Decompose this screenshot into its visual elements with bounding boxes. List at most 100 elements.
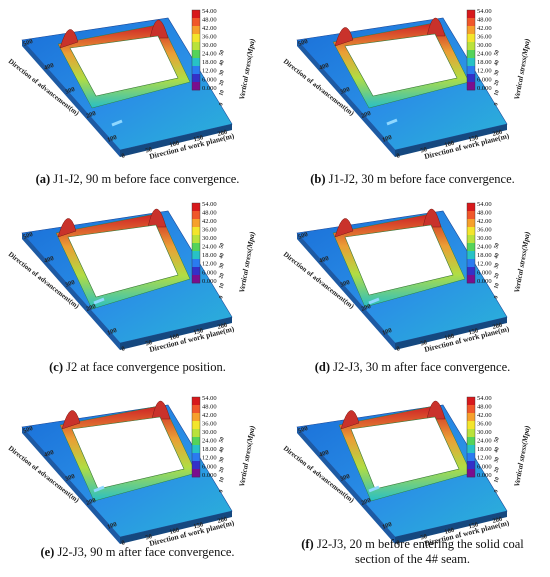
z-tick-label: 40 xyxy=(218,59,226,66)
x-tick-label: 200 xyxy=(492,516,503,525)
y-tick-label: 400 xyxy=(43,449,55,459)
colorbar-swatch xyxy=(467,405,475,414)
x-tick-label: 100 xyxy=(169,333,180,342)
stress-peak xyxy=(59,29,79,49)
floor-front-face xyxy=(120,124,232,157)
roadway-feature xyxy=(368,485,380,493)
stress-peak xyxy=(334,218,354,238)
y-tick-label: 300 xyxy=(64,86,76,96)
colorbar-swatch xyxy=(192,469,200,478)
y-tick-label: 500 xyxy=(22,38,34,48)
stress-peak xyxy=(426,400,446,420)
caption-letter: (e) xyxy=(40,545,55,559)
colorbar-swatch xyxy=(192,251,200,260)
z-tick-label: 20 xyxy=(493,272,501,279)
stress-plot-c: 0 50 100 150 200 100 200 300 400 500 Direction of … xyxy=(0,193,275,353)
x-tick-label: 100 xyxy=(444,140,455,149)
colorbar-level-label: 0.000 xyxy=(202,472,217,479)
colorbar-level-label: 0.000 xyxy=(477,472,492,479)
colorbar-swatch xyxy=(467,235,475,244)
caption-text: J1-J2, 90 m before face convergence. xyxy=(53,172,240,186)
z-tick-label: 40 xyxy=(493,252,501,259)
colorbar-level-label: 18.00 xyxy=(477,59,492,66)
caption-letter: (b) xyxy=(310,172,326,186)
colorbar-frame xyxy=(466,9,476,91)
z-tick-label: 20 xyxy=(218,466,226,473)
colorbar-level-label: 30.00 xyxy=(477,235,492,242)
floor-left-face xyxy=(297,40,395,157)
z-tick-label: 10 xyxy=(493,282,501,289)
colorbar-level-label: 12.00 xyxy=(202,455,217,462)
goaf-opening xyxy=(67,224,179,298)
colorbar-swatch xyxy=(192,397,200,406)
z-tick-label: 50 xyxy=(218,49,226,56)
z-tick-label: 30 xyxy=(493,456,501,463)
z-tick-label: 20 xyxy=(218,79,226,86)
colorbar-level-label: 36.00 xyxy=(202,34,217,41)
colorbar-swatch xyxy=(467,259,475,268)
colorbar-swatch xyxy=(467,461,475,470)
z-tick-label: 0 xyxy=(493,295,500,300)
colorbar-swatch xyxy=(192,437,200,446)
colorbar-level-label: 42.00 xyxy=(202,218,217,225)
colorbar-title: Vertical stress(Mpa) xyxy=(512,424,532,487)
colorbar-swatch xyxy=(192,405,200,414)
y-tick-label: 400 xyxy=(318,62,330,72)
colorbar-title: Vertical stress(Mpa) xyxy=(237,424,257,487)
colorbar-level-label: 54.00 xyxy=(477,201,492,208)
goaf-opening xyxy=(350,416,460,490)
y-tick-label: 300 xyxy=(339,86,351,96)
colorbar-swatch xyxy=(467,227,475,236)
colorbar-swatch xyxy=(192,203,200,212)
colorbar-level-label: 30.00 xyxy=(202,429,217,436)
colorbar-level-label: 42.00 xyxy=(477,218,492,225)
caption-letter: (d) xyxy=(314,360,331,374)
colorbar-level-label: 18.00 xyxy=(477,446,492,453)
colorbar-level-label: 42.00 xyxy=(477,412,492,419)
stress-plot-a: 0 50 100 150 200 100 200 300 400 500 Direction of … xyxy=(0,0,275,160)
colorbar-swatch xyxy=(467,219,475,228)
roadway-feature xyxy=(368,297,380,305)
colorbar-level-label: 24.00 xyxy=(477,438,492,445)
z-tick-label: 40 xyxy=(493,59,501,66)
colorbar-title: Vertical stress(Mpa) xyxy=(512,230,532,293)
colorbar-swatch xyxy=(192,26,200,35)
colorbar-swatch xyxy=(467,42,475,51)
colorbar-frame xyxy=(466,202,476,284)
colorbar-level-label: 48.00 xyxy=(477,210,492,217)
x-tick-label: 50 xyxy=(145,339,153,347)
colorbar-swatch xyxy=(192,267,200,276)
colorbar-swatch xyxy=(192,453,200,462)
stress-peak xyxy=(149,19,169,39)
y-tick-label: 300 xyxy=(64,279,76,289)
z-tick-label: 50 xyxy=(218,436,226,443)
colorbar-swatch xyxy=(192,259,200,268)
z-tick-label: 0 xyxy=(493,489,500,494)
y-tick-label: 100 xyxy=(106,134,118,144)
x-tick-label: 150 xyxy=(193,134,204,143)
y-tick-label: 400 xyxy=(43,62,55,72)
z-tick-label: 50 xyxy=(493,436,501,443)
colorbar-level-label: 54.00 xyxy=(202,201,217,208)
y-tick-label: 200 xyxy=(360,110,372,120)
colorbar-level-label: 30.00 xyxy=(477,42,492,49)
colorbar-level-label: 6.000 xyxy=(202,269,217,276)
colorbar-level-label: 6.000 xyxy=(202,76,217,83)
goaf-opening xyxy=(344,224,454,296)
y-tick-label: 100 xyxy=(381,327,393,337)
colorbar-level-label: 42.00 xyxy=(202,25,217,32)
z-tick-label: 0 xyxy=(218,102,225,107)
colorbar-level-label: 24.00 xyxy=(477,51,492,58)
x-tick-label: 150 xyxy=(193,327,204,336)
colorbar-level-label: 18.00 xyxy=(202,59,217,66)
colorbar-frame xyxy=(191,9,201,91)
z-tick-label: 10 xyxy=(218,476,226,483)
stress-peak xyxy=(147,208,167,228)
colorbar-swatch xyxy=(192,10,200,19)
colorbar-frame xyxy=(466,396,476,478)
colorbar-swatch xyxy=(467,58,475,67)
caption-f: (f) J2-J3, 20 m before entering the soli… xyxy=(275,537,550,567)
z-tick-label: 10 xyxy=(218,89,226,96)
z-tick-label: 30 xyxy=(493,69,501,76)
